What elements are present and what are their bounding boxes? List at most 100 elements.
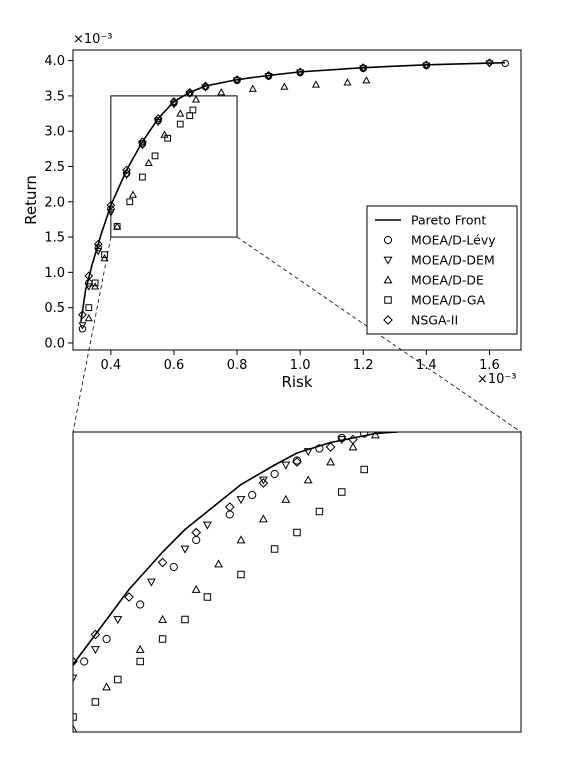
legend-swatch-nsga-ii	[383, 315, 393, 325]
main-point-moea-d-l-vy	[501, 59, 509, 68]
main-point-moea-d-dem	[359, 65, 368, 73]
main-point-moea-d-ga	[85, 304, 93, 312]
main-point-moea-d-ga	[91, 279, 99, 287]
main-point-moea-d-dem	[422, 62, 431, 70]
inset-point-moea-d-de	[370, 432, 380, 439]
legend-label-nsga-ii: NSGA-II	[411, 313, 458, 328]
main-point-moea-d-dem	[233, 77, 242, 85]
y-tick-label: 1.5	[44, 231, 65, 246]
inset-point-moea-d-dem	[90, 646, 100, 655]
x-axis-label: Risk	[281, 373, 312, 391]
x-tick-label: 0.6	[164, 358, 185, 373]
inset-point-moea-d-dem	[258, 476, 268, 485]
inset-point-nsga-ii	[157, 557, 168, 568]
inset-point-nsga-ii	[258, 478, 269, 488]
main-point-moea-d-dem	[122, 171, 131, 180]
inset-point-moea-d-l-vy	[136, 600, 145, 609]
inset-point-moea-d-de	[348, 442, 358, 451]
inset-point-moea-d-ga	[73, 713, 77, 721]
legend-label-moea-d-dem: MOEA/D-DEM	[411, 253, 495, 268]
zoom-connector-left	[72, 236, 112, 433]
main-point-moea-d-ga	[126, 198, 134, 206]
y-tick-label: 2.0	[44, 195, 65, 210]
main-point-nsga-ii	[153, 114, 163, 123]
inset-point-moea-d-de	[135, 644, 145, 653]
main-point-moea-d-dem	[138, 142, 147, 150]
inset-point-moea-d-de	[258, 514, 268, 523]
inset-point-moea-d-dem	[337, 436, 347, 445]
inset-point-nsga-ii	[292, 457, 302, 467]
main-point-moea-d-l-vy	[154, 116, 162, 125]
main-point-nsga-ii	[358, 63, 368, 73]
main-point-moea-d-dem	[485, 60, 494, 68]
y-tick-label: 0.5	[44, 301, 65, 316]
main-point-moea-d-de	[176, 109, 185, 117]
main-point-moea-d-de	[84, 314, 93, 322]
main-point-moea-d-de	[280, 82, 289, 90]
main-point-moea-d-de	[113, 222, 122, 230]
inset-point-moea-d-de	[158, 614, 168, 623]
inset-point-moea-d-ga	[315, 507, 324, 516]
legend-label-moea-d-ga: MOEA/D-GA	[411, 293, 486, 308]
legend-label-moea-d-de: MOEA/D-DE	[411, 273, 484, 288]
legend-label-moea-d-l-vy: MOEA/D-Lévy	[411, 233, 496, 248]
main-point-moea-d-de	[144, 158, 153, 167]
x-tick-label: 0.4	[101, 358, 122, 373]
inset-point-moea-d-l-vy	[337, 433, 346, 443]
legend-frame	[366, 205, 518, 335]
inset-point-moea-d-ga	[91, 698, 100, 706]
main-point-moea-d-de	[217, 88, 226, 96]
main-point-moea-d-de	[362, 76, 371, 84]
inset-point-moea-d-ga	[114, 675, 122, 684]
main-point-nsga-ii	[84, 271, 94, 281]
inset-point-moea-d-de	[102, 682, 112, 691]
inset-point-moea-d-dem	[202, 521, 212, 530]
inset-point-moea-d-l-vy	[102, 634, 111, 644]
main-point-nsga-ii	[232, 75, 242, 85]
main-point-moea-d-ga	[151, 152, 159, 160]
legend-label-pareto-front: Pareto Front	[411, 213, 486, 228]
legend-swatch-moea-d-ga	[384, 296, 392, 304]
main-point-moea-d-ga	[113, 223, 121, 230]
inset-point-nsga-ii	[124, 592, 134, 602]
inset-plot-marks	[73, 432, 398, 732]
inset-point-moea-d-l-vy	[315, 444, 324, 453]
main-point-moea-d-ga	[139, 173, 146, 181]
main-point-moea-d-l-vy	[78, 325, 87, 333]
main-point-moea-d-ga	[189, 106, 197, 114]
legend-swatch-moea-d-de	[383, 275, 393, 284]
y-tick-label: 3.0	[44, 125, 65, 140]
main-point-moea-d-dem	[264, 73, 273, 81]
inset-point-moea-d-de	[303, 475, 313, 484]
inset-point-moea-d-dem	[236, 496, 246, 505]
inset-point-nsga-ii	[90, 629, 101, 640]
y-tick-label: 1.0	[44, 266, 65, 281]
main-point-nsga-ii	[421, 60, 431, 70]
inset-point-moea-d-dem	[303, 448, 313, 457]
main-axes: 0.4 0.6 0.8 1.0 1.2 1.4 1.6 0.0 0.5 1.0 1.5 2.0 2.5 3…	[44, 54, 499, 373]
y-axis-label: Return	[22, 175, 40, 225]
inset-point-nsga-ii	[325, 442, 336, 452]
main-point-nsga-ii	[485, 58, 494, 68]
inset-point-nsga-ii	[224, 502, 235, 512]
zoom-connector-right	[236, 236, 522, 433]
inset-point-moea-d-dem	[180, 545, 190, 554]
main-point-moea-d-ga	[164, 134, 172, 142]
main-point-moea-d-dem	[154, 118, 163, 127]
main-point-moea-d-l-vy	[94, 243, 102, 252]
inset-point-moea-d-de	[191, 584, 201, 593]
main-point-moea-d-dem	[78, 322, 87, 330]
y-multiplier-label: ×10⁻³	[73, 32, 113, 47]
main-point-moea-d-ga	[176, 120, 184, 128]
inset-point-moea-d-ga	[293, 528, 301, 537]
main-point-nsga-ii	[138, 137, 147, 147]
inset-point-nsga-ii	[73, 656, 78, 667]
inset-point-moea-d-dem	[73, 674, 78, 683]
main-point-moea-d-de	[191, 95, 201, 103]
main-point-moea-d-de	[128, 190, 137, 198]
inset-point-moea-d-ga	[136, 657, 144, 666]
main-point-moea-d-dem	[94, 248, 103, 256]
inset-point-moea-d-ga	[181, 615, 189, 624]
inset-point-moea-d-de	[281, 494, 291, 503]
main-point-nsga-ii	[93, 239, 103, 249]
